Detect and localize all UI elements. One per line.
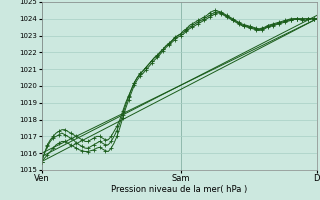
X-axis label: Pression niveau de la mer( hPa ): Pression niveau de la mer( hPa ) bbox=[111, 185, 247, 194]
